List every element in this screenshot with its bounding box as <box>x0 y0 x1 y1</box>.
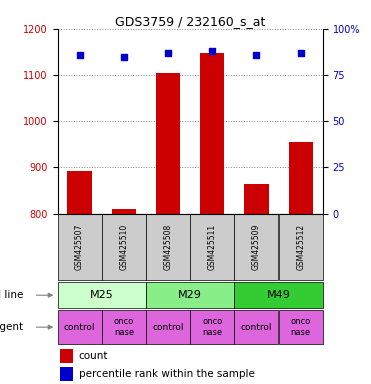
Text: onco
nase: onco nase <box>290 318 311 337</box>
Text: GSM425508: GSM425508 <box>164 224 173 270</box>
FancyBboxPatch shape <box>58 282 146 308</box>
FancyBboxPatch shape <box>58 311 102 344</box>
Text: agent: agent <box>0 322 23 332</box>
Text: control: control <box>241 323 272 332</box>
FancyBboxPatch shape <box>146 214 190 280</box>
Text: M49: M49 <box>267 290 290 300</box>
Text: control: control <box>152 323 184 332</box>
Bar <box>244 184 269 214</box>
FancyBboxPatch shape <box>190 214 234 280</box>
FancyBboxPatch shape <box>279 214 323 280</box>
Text: control: control <box>64 323 95 332</box>
Bar <box>60 349 73 362</box>
Point <box>253 51 259 58</box>
Point <box>121 53 127 60</box>
FancyBboxPatch shape <box>190 311 234 344</box>
Text: GSM425507: GSM425507 <box>75 224 84 270</box>
FancyBboxPatch shape <box>234 282 323 308</box>
Text: GSM425511: GSM425511 <box>208 224 217 270</box>
Point <box>77 51 83 58</box>
Bar <box>60 367 73 381</box>
Title: GDS3759 / 232160_s_at: GDS3759 / 232160_s_at <box>115 15 265 28</box>
Bar <box>68 170 92 214</box>
FancyBboxPatch shape <box>146 311 190 344</box>
FancyBboxPatch shape <box>102 214 146 280</box>
Text: M25: M25 <box>90 290 114 300</box>
Text: onco
nase: onco nase <box>114 318 134 337</box>
Text: percentile rank within the sample: percentile rank within the sample <box>79 369 255 379</box>
FancyBboxPatch shape <box>279 311 323 344</box>
Text: GSM425509: GSM425509 <box>252 224 261 270</box>
Bar <box>156 73 180 214</box>
Text: M29: M29 <box>178 290 202 300</box>
Bar <box>112 209 136 214</box>
Text: GSM425512: GSM425512 <box>296 224 305 270</box>
FancyBboxPatch shape <box>146 282 234 308</box>
Point <box>209 48 215 54</box>
Text: count: count <box>79 351 108 361</box>
Bar <box>200 53 224 214</box>
Text: GSM425510: GSM425510 <box>119 224 128 270</box>
FancyBboxPatch shape <box>234 214 279 280</box>
Point <box>298 50 303 56</box>
Point <box>165 50 171 56</box>
FancyBboxPatch shape <box>58 214 102 280</box>
Text: cell line: cell line <box>0 290 23 300</box>
Bar <box>289 142 313 214</box>
FancyBboxPatch shape <box>234 311 279 344</box>
Text: onco
nase: onco nase <box>202 318 222 337</box>
FancyBboxPatch shape <box>102 311 146 344</box>
